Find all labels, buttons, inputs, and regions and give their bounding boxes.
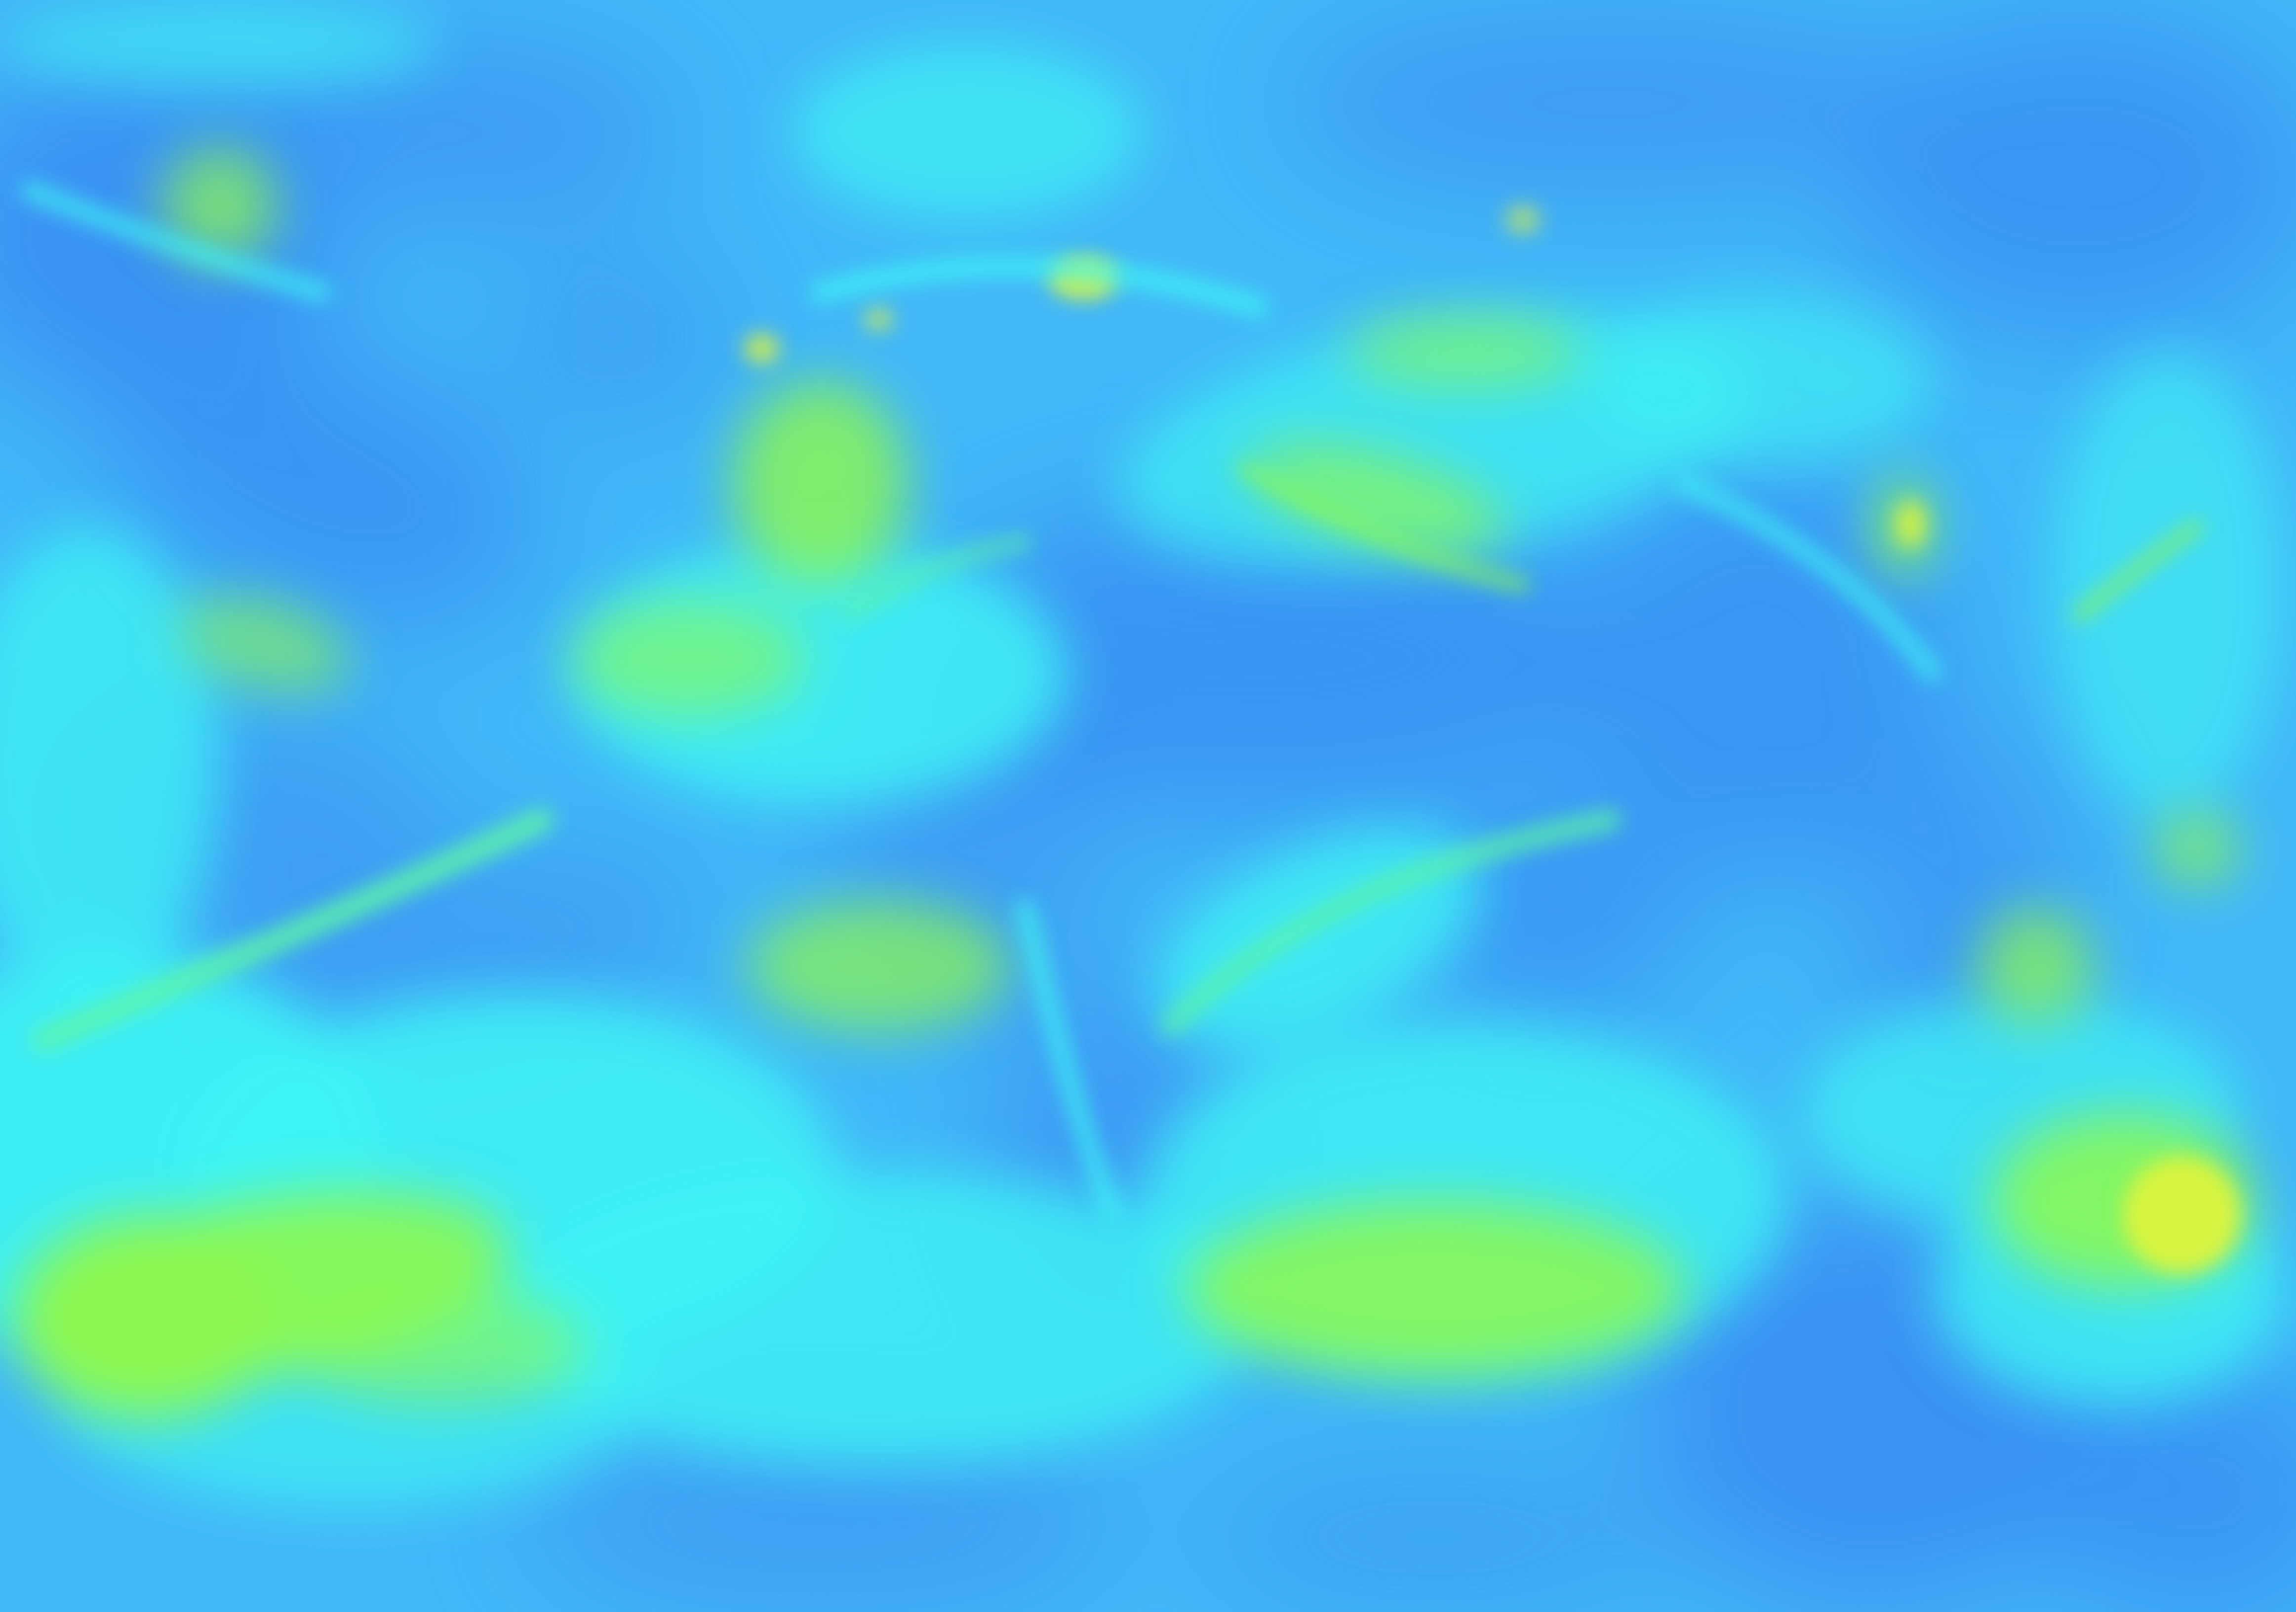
- streak: [842, 534, 1032, 622]
- peak-spot: [2123, 1157, 2241, 1274]
- low-region: [498, 248, 732, 425]
- low-region: [1845, 14, 2296, 337]
- streak: [20, 181, 331, 302]
- mid-region: [0, 527, 220, 996]
- high-region: [293, 1288, 586, 1406]
- high-value-regions: [14, 146, 2255, 1420]
- streak-features: [20, 181, 2204, 1224]
- high-region: [178, 596, 350, 692]
- mid-region: [791, 43, 1143, 220]
- streak: [2072, 520, 2204, 622]
- streak: [1237, 461, 1531, 593]
- mid-region: [1581, 292, 1933, 469]
- streak: [1016, 899, 1122, 1224]
- peak-spot: [1505, 205, 1541, 235]
- low-region: [205, 43, 674, 220]
- low-region: [1567, 468, 1948, 879]
- high-region: [1977, 908, 2094, 1025]
- mid-region: [498, 1171, 1260, 1464]
- peak-spot: [1896, 500, 1926, 548]
- high-region: [732, 380, 908, 586]
- high-region: [747, 900, 1011, 1033]
- low-region: [527, 1435, 1113, 1611]
- low-region: [2035, 1362, 2296, 1612]
- high-region: [14, 1215, 278, 1420]
- high-region: [1186, 1200, 1684, 1376]
- streak: [1161, 809, 1621, 1035]
- peak-spot: [864, 307, 893, 331]
- streak: [809, 256, 1270, 318]
- peak-spot: [744, 333, 779, 363]
- mid-value-regions: [0, 0, 2285, 1508]
- high-region: [161, 146, 278, 264]
- high-region: [571, 600, 806, 718]
- low-region: [1288, 14, 1933, 191]
- high-region: [1248, 443, 1504, 553]
- streak: [1675, 474, 1942, 683]
- streak: [32, 808, 554, 1051]
- high-region: [2152, 812, 2241, 886]
- high-region: [1347, 315, 1582, 388]
- mid-region: [2050, 351, 2285, 820]
- low-region: [111, 338, 534, 628]
- mid-region: [0, 0, 439, 88]
- low-region: [1200, 1464, 1669, 1611]
